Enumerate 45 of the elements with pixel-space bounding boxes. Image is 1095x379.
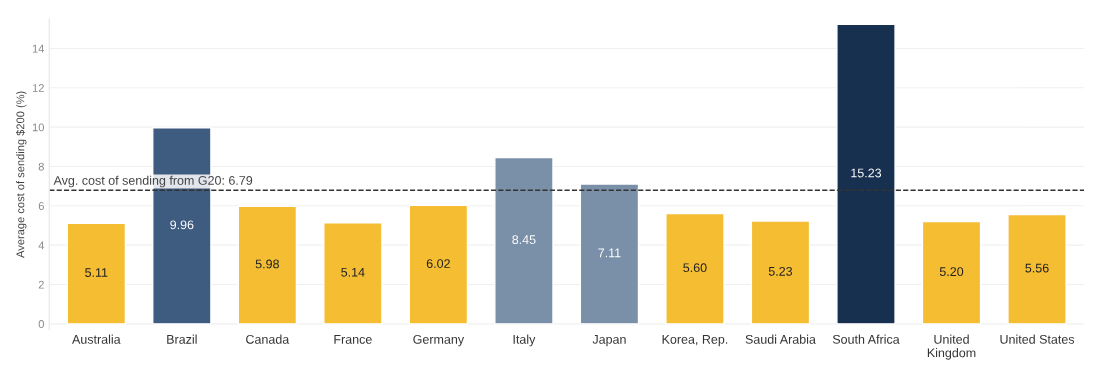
bar xyxy=(921,220,982,325)
x-tick-label: Italy xyxy=(513,334,536,347)
x-tick-label: Germany xyxy=(413,334,465,347)
y-tick-label: 6 xyxy=(38,202,44,210)
data-label: 5.20 xyxy=(939,267,964,277)
data-label: 5.14 xyxy=(341,267,365,277)
x-tick-label: United States xyxy=(1000,334,1075,344)
y-tick-label: 8 xyxy=(38,162,44,171)
bar xyxy=(494,156,554,325)
data-label: 5.23 xyxy=(768,266,793,276)
bar xyxy=(1007,213,1067,325)
x-tick-label: South Africa xyxy=(832,334,900,344)
data-label: 5.11 xyxy=(85,268,108,277)
bar xyxy=(579,183,640,325)
data-label: 6.02 xyxy=(426,259,450,268)
y-tick-label: 12 xyxy=(32,84,44,92)
data-label: 7.11 xyxy=(598,248,621,258)
y-tick-label: 2 xyxy=(38,280,44,289)
x-tick-label: France xyxy=(334,335,372,344)
x-tick-label: Australia xyxy=(72,334,121,344)
x-tick-label: Japan xyxy=(592,335,626,347)
bar xyxy=(408,204,469,325)
ref-line-label: Avg. cost of sending from G20: 6.79 xyxy=(53,175,253,188)
x-tick-label: Brazil xyxy=(167,334,197,344)
data-label: 9.96 xyxy=(170,220,194,230)
x-tick-label: Canada xyxy=(246,334,290,344)
bar xyxy=(750,220,811,325)
data-label: 8.45 xyxy=(512,235,536,245)
bar xyxy=(323,222,383,325)
bar xyxy=(836,23,896,325)
data-label: 15.23 xyxy=(851,168,882,178)
y-axis-title: Average cost of sending $200 (%) xyxy=(15,91,27,258)
y-tick-label: 0 xyxy=(38,320,44,328)
data-label: 5.56 xyxy=(1025,263,1049,273)
x-tick-label: Korea, Rep. xyxy=(662,335,728,347)
x-tick-label: United Kingdom xyxy=(927,334,976,360)
y-tick-label: 10 xyxy=(32,123,44,132)
bar xyxy=(237,205,298,325)
y-tick-label: 14 xyxy=(32,44,45,53)
y-tick-label: 4 xyxy=(38,241,45,250)
data-label: 5.98 xyxy=(255,259,279,269)
x-tick-label: Saudi Arabia xyxy=(745,334,816,344)
bar xyxy=(66,222,127,325)
data-label: 5.60 xyxy=(683,263,707,273)
bar xyxy=(665,212,725,325)
